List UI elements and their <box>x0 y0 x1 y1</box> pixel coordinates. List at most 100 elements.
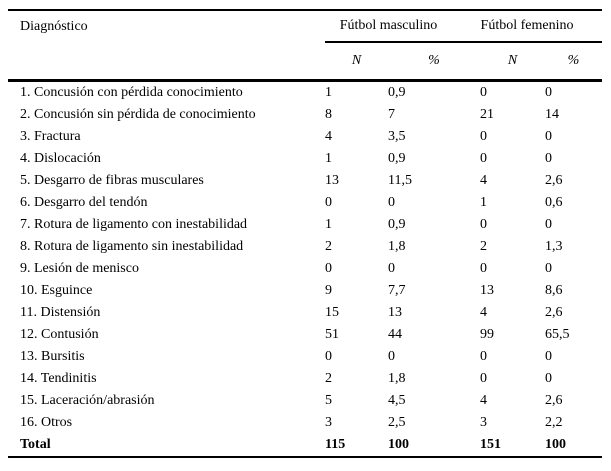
table-row: 1. Concusión con pérdida conocimiento 1 0,… <box>8 79 602 104</box>
value-cell: 1,8 <box>388 371 406 386</box>
table-row: 8. Rotura de ligamento sin inestabilidad… <box>8 236 602 258</box>
value-cell: 0 <box>545 349 552 364</box>
value-cell: 0 <box>325 261 332 276</box>
diagnosis-label: 12. Contusión <box>20 327 99 342</box>
value-cell: 0 <box>545 217 552 232</box>
value-cell: 0 <box>545 371 552 386</box>
table-row: 13. Bursitis 0 0 0 0 <box>8 346 602 368</box>
group-header-femenino: Fútbol femenino <box>480 10 602 43</box>
value-cell: 13 <box>388 305 402 320</box>
value-cell: 21 <box>480 107 494 122</box>
value-cell: 0 <box>480 349 487 364</box>
value-cell: 2,2 <box>545 415 563 430</box>
value-cell: 0 <box>480 261 487 276</box>
value-cell: 0 <box>388 261 395 276</box>
value-cell: 11,5 <box>388 173 412 188</box>
diagnosis-label: 15. Laceración/abrasión <box>20 393 155 408</box>
value-cell: 0 <box>480 371 487 386</box>
value-cell: 1 <box>325 151 332 166</box>
value-cell: 3 <box>480 415 487 430</box>
value-cell: 0,9 <box>388 217 406 232</box>
value-cell: 99 <box>480 327 494 342</box>
subheader-pct-masculino: % <box>428 53 440 68</box>
diagnosis-label: 2. Concusión sin pérdida de conocimiento <box>20 107 256 122</box>
diagnosis-label: 1. Concusión con pérdida conocimiento <box>8 79 325 104</box>
diagnosis-label: 11. Distensión <box>20 305 101 320</box>
value-cell: 3 <box>325 415 332 430</box>
value-cell: 0 <box>545 261 552 276</box>
page: Diagnóstico Fútbol masculino Fútbol feme… <box>0 9 611 471</box>
group-header-row: Diagnóstico Fútbol masculino Fútbol feme… <box>8 10 602 43</box>
value-cell: 2,6 <box>545 305 563 320</box>
value-cell: 9 <box>325 283 332 298</box>
table-row: 11. Distensión 15 13 4 2,6 <box>8 302 602 324</box>
value-cell: 0 <box>480 79 545 104</box>
value-cell: 4,5 <box>388 393 406 408</box>
value-cell: 3,5 <box>388 129 406 144</box>
value-cell: 100 <box>388 437 409 452</box>
value-cell: 1 <box>480 195 487 210</box>
value-cell: 2 <box>325 371 332 386</box>
total-label: Total <box>20 437 51 452</box>
table-row: 6. Desgarro del tendón 0 0 1 0,6 <box>8 192 602 214</box>
value-cell: 2,6 <box>545 393 563 408</box>
diagnosis-label: 7. Rotura de ligamento con inestabilidad <box>20 217 248 232</box>
value-cell: 44 <box>388 327 402 342</box>
value-cell: 0 <box>480 151 487 166</box>
subheader-n-femenino: N <box>507 53 518 68</box>
diagnosis-label: 6. Desgarro del tendón <box>20 195 148 210</box>
value-cell: 0 <box>480 129 487 144</box>
diagnosis-table: Diagnóstico Fútbol masculino Fútbol feme… <box>8 9 602 458</box>
value-cell: 5 <box>325 393 332 408</box>
value-cell: 7 <box>388 107 395 122</box>
table-row: 5. Desgarro de fibras musculares 13 11,5 4 2… <box>8 170 602 192</box>
table-row: 4. Dislocación 1 0,9 0 0 <box>8 148 602 170</box>
diagnosis-label: 5. Desgarro de fibras musculares <box>20 173 204 188</box>
value-cell: 8 <box>325 107 332 122</box>
subheader-pct-femenino: % <box>567 53 580 68</box>
value-cell: 1 <box>325 79 388 104</box>
value-cell: 7,7 <box>388 283 406 298</box>
value-cell: 151 <box>480 437 501 452</box>
value-cell: 100 <box>545 437 566 452</box>
value-cell: 2,6 <box>545 173 563 188</box>
value-cell: 0 <box>545 79 602 104</box>
value-cell: 115 <box>325 437 346 452</box>
value-cell: 0 <box>325 349 332 364</box>
value-cell: 8,6 <box>545 283 563 298</box>
value-cell: 2 <box>325 239 332 254</box>
diagnosis-label: 13. Bursitis <box>20 349 85 364</box>
value-cell: 0,9 <box>388 151 406 166</box>
table-row: 12. Contusión 51 44 99 65,5 <box>8 324 602 346</box>
table-row: 9. Lesión de menisco 0 0 0 0 <box>8 258 602 280</box>
value-cell: 15 <box>325 305 339 320</box>
value-cell: 0 <box>480 217 487 232</box>
value-cell: 4 <box>480 305 487 320</box>
value-cell: 13 <box>325 173 339 188</box>
value-cell: 0 <box>388 349 395 364</box>
diagnosis-column-header: Diagnóstico <box>20 19 88 34</box>
value-cell: 0,9 <box>388 79 480 104</box>
value-cell: 13 <box>480 283 494 298</box>
diagnosis-label: 14. Tendinitis <box>20 371 97 386</box>
table-row: 15. Laceración/abrasión 5 4,5 4 2,6 <box>8 390 602 412</box>
value-cell: 1,8 <box>388 239 406 254</box>
diagnosis-label: 4. Dislocación <box>20 151 101 166</box>
value-cell: 2 <box>480 239 487 254</box>
diagnosis-label: 16. Otros <box>20 415 73 430</box>
table-row: 7. Rotura de ligamento con inestabilidad… <box>8 214 602 236</box>
value-cell: 14 <box>545 107 559 122</box>
diagnosis-label: 10. Esguince <box>20 283 93 298</box>
diagnosis-label: 8. Rotura de ligamento sin inestabilidad <box>20 239 244 254</box>
diagnosis-label: 9. Lesión de menisco <box>20 261 139 276</box>
value-cell: 4 <box>480 173 487 188</box>
value-cell: 4 <box>325 129 332 144</box>
table-row: 3. Fractura 4 3,5 0 0 <box>8 126 602 148</box>
value-cell: 65,5 <box>545 327 570 342</box>
subheader-n-masculino: N <box>351 53 362 68</box>
value-cell: 0 <box>545 129 552 144</box>
value-cell: 2,5 <box>388 415 406 430</box>
table-row: 14. Tendinitis 2 1,8 0 0 <box>8 368 602 390</box>
table-row: 10. Esguince 9 7,7 13 8,6 <box>8 280 602 302</box>
table-body: 1. Concusión con pérdida conocimiento 1 0,… <box>8 79 602 458</box>
